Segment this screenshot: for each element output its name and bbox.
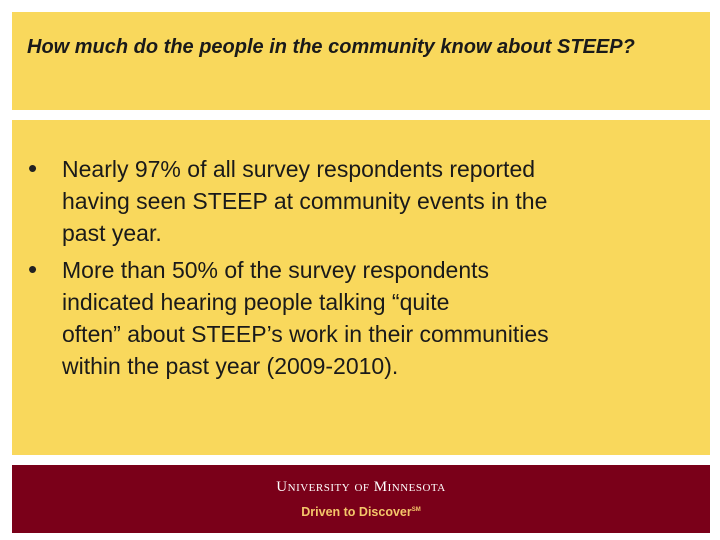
tagline: Driven to DiscoverSM xyxy=(301,505,421,520)
slide-title: How much do the people in the community … xyxy=(27,36,635,58)
university-logo: UNIVERSITY OF MINNESOTA Driven to Discov… xyxy=(12,477,710,522)
bullet-icon: • xyxy=(28,254,38,284)
title-panel: How much do the people in the community … xyxy=(12,12,710,110)
bullet-text: More than 50% of the survey respondents … xyxy=(62,257,549,379)
bullet-icon: • xyxy=(28,153,38,183)
content-panel: • Nearly 97% of all survey respondents r… xyxy=(12,120,710,455)
bullet-text: Nearly 97% of all survey respondents rep… xyxy=(62,156,548,246)
university-wordmark: UNIVERSITY OF MINNESOTA xyxy=(276,479,446,495)
footer-bar: UNIVERSITY OF MINNESOTA Driven to Discov… xyxy=(12,465,710,533)
